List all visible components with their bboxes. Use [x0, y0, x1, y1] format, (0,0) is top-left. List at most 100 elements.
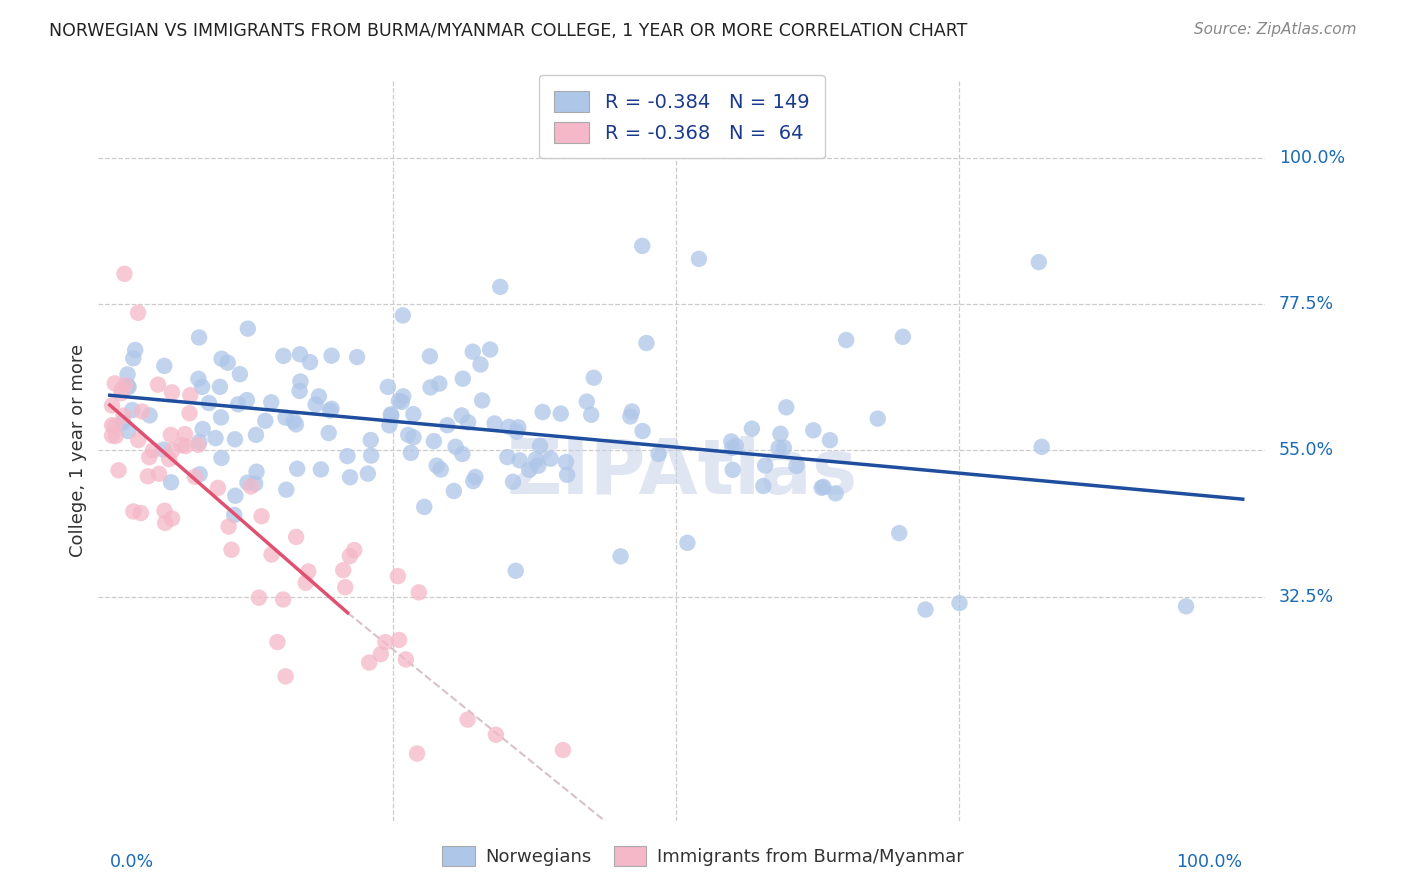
Point [380, 409, 402, 423]
Point [224, 508, 246, 522]
Point [153, 516, 176, 530]
Point [191, 422, 214, 436]
Point [207, 481, 229, 495]
Point [170, 438, 193, 452]
Text: NORWEGIAN VS IMMIGRANTS FROM BURMA/MYANMAR COLLEGE, 1 YEAR OR MORE CORRELATION C: NORWEGIAN VS IMMIGRANTS FROM BURMA/MYANM… [49, 22, 967, 40]
Point [768, 441, 790, 455]
Text: 77.5%: 77.5% [1279, 295, 1334, 313]
Point [174, 427, 197, 442]
Point [357, 467, 380, 481]
Point [136, 469, 159, 483]
Point [229, 367, 252, 381]
Point [294, 575, 316, 590]
Point [380, 408, 402, 422]
Point [188, 435, 211, 450]
Point [138, 409, 160, 423]
Point [111, 382, 134, 396]
Point [308, 389, 330, 403]
Point [524, 452, 547, 467]
Point [321, 401, 343, 416]
Text: ZIPAtlas: ZIPAtlas [506, 435, 858, 509]
Point [221, 542, 243, 557]
Point [101, 428, 124, 442]
Point [188, 330, 211, 344]
Point [288, 384, 311, 398]
Point [243, 476, 266, 491]
Point [914, 602, 936, 616]
Point [429, 462, 451, 476]
Legend: Norwegians, Immigrants from Burma/Myanmar: Norwegians, Immigrants from Burma/Myanma… [430, 833, 976, 879]
Point [104, 376, 127, 391]
Point [271, 592, 294, 607]
Point [489, 280, 512, 294]
Point [152, 442, 174, 457]
Point [160, 511, 183, 525]
Point [360, 449, 382, 463]
Point [276, 483, 298, 497]
Point [391, 309, 413, 323]
Point [457, 713, 479, 727]
Point [531, 405, 554, 419]
Point [427, 376, 450, 391]
Y-axis label: College, 1 year or more: College, 1 year or more [69, 344, 87, 557]
Point [721, 463, 744, 477]
Point [550, 407, 572, 421]
Text: 100.0%: 100.0% [1279, 149, 1346, 167]
Point [142, 443, 165, 458]
Point [1175, 599, 1198, 614]
Point [631, 239, 654, 253]
Point [298, 355, 321, 369]
Point [461, 344, 484, 359]
Point [463, 474, 485, 488]
Point [378, 418, 401, 433]
Point [339, 549, 361, 563]
Point [370, 647, 392, 661]
Point [752, 479, 775, 493]
Point [555, 455, 578, 469]
Point [250, 509, 273, 524]
Point [260, 395, 283, 409]
Point [496, 450, 519, 464]
Point [254, 414, 277, 428]
Point [395, 652, 418, 666]
Point [772, 441, 794, 455]
Point [179, 406, 201, 420]
Point [1031, 440, 1053, 454]
Point [631, 424, 654, 438]
Point [284, 417, 307, 432]
Point [146, 377, 169, 392]
Point [540, 451, 562, 466]
Point [517, 463, 540, 477]
Point [273, 349, 295, 363]
Point [426, 458, 449, 473]
Point [392, 389, 415, 403]
Point [112, 416, 135, 430]
Point [720, 434, 742, 449]
Point [107, 463, 129, 477]
Point [464, 470, 486, 484]
Point [179, 388, 201, 402]
Point [818, 433, 841, 447]
Point [122, 351, 145, 366]
Point [104, 429, 127, 443]
Legend: R = -0.384   N = 149, R = -0.368   N =  64: R = -0.384 N = 149, R = -0.368 N = 64 [538, 75, 825, 159]
Point [191, 380, 214, 394]
Point [741, 422, 763, 436]
Point [285, 530, 308, 544]
Point [224, 489, 246, 503]
Point [124, 343, 146, 357]
Point [288, 347, 311, 361]
Point [236, 321, 259, 335]
Point [579, 408, 602, 422]
Point [138, 450, 160, 465]
Point [754, 458, 776, 473]
Point [218, 519, 240, 533]
Point [443, 483, 465, 498]
Point [408, 585, 430, 599]
Point [647, 447, 669, 461]
Point [188, 467, 211, 482]
Point [509, 453, 531, 467]
Point [527, 458, 550, 473]
Point [508, 420, 530, 434]
Point [208, 380, 231, 394]
